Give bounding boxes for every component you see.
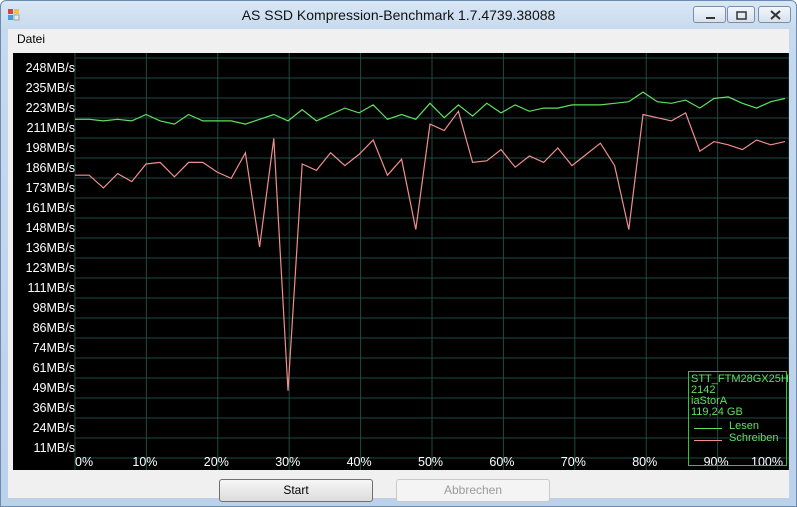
y-tick-label: 148MB/s (25, 221, 75, 235)
maximize-icon (736, 11, 747, 20)
x-tick-label: 40% (346, 455, 372, 469)
close-button[interactable] (758, 6, 791, 23)
window-title: AS SSD Kompression-Benchmark 1.7.4739.38… (241, 7, 556, 23)
x-tick-label: 10% (132, 455, 158, 469)
series-line-lesen (75, 91, 786, 125)
y-tick-label: 161MB/s (25, 201, 75, 215)
y-tick-label: 123MB/s (25, 261, 75, 275)
legend-lesen-label: Lesen (729, 420, 759, 432)
chart-plot (74, 53, 789, 470)
legend-box: STT_FTM28GX25H 2142 iaStorA 119,24 GB Le… (688, 371, 789, 466)
y-tick-label: 61MB/s (32, 361, 75, 375)
maximize-button[interactable] (727, 6, 755, 23)
x-tick-label: 20% (203, 455, 229, 469)
x-tick-label: 80% (632, 455, 658, 469)
menu-bar: Datei (8, 29, 789, 49)
legend-firmware: 2142 (691, 384, 716, 396)
minimize-button[interactable] (693, 6, 726, 23)
legend-driver: iaStorA (691, 395, 728, 407)
title-bar[interactable]: AS SSD Kompression-Benchmark 1.7.4739.38… (1, 1, 796, 29)
series-line-schreiben (75, 109, 786, 391)
legend-drive-model: STT_FTM28GX25H (691, 373, 789, 385)
y-tick-label: 49MB/s (32, 381, 75, 395)
x-tick-label: 0% (75, 455, 94, 469)
y-tick-label: 173MB/s (25, 181, 75, 195)
x-tick-label: 50% (418, 455, 444, 469)
y-tick-label: 86MB/s (32, 321, 75, 335)
y-tick-label: 136MB/s (25, 241, 75, 255)
legend-schreiben-label: Schreiben (729, 432, 779, 444)
y-tick-label: 98MB/s (32, 301, 75, 315)
y-tick-label: 36MB/s (32, 401, 75, 415)
y-tick-label: 11MB/s (33, 441, 75, 455)
y-tick-label: 223MB/s (25, 101, 75, 115)
y-tick-label: 24MB/s (32, 421, 75, 435)
app-icon (8, 9, 20, 21)
y-tick-label: 235MB/s (25, 81, 75, 95)
minimize-icon (706, 17, 715, 19)
y-tick-label: 186MB/s (25, 161, 75, 175)
y-tick-label: 211MB/s (26, 121, 75, 135)
y-tick-label: 111MB/s (27, 281, 75, 295)
y-tick-label: 198MB/s (25, 141, 75, 155)
abbrechen-button[interactable]: Abbrechen (396, 479, 550, 502)
y-tick-label: 248MB/s (25, 61, 75, 75)
legend-capacity: 119,24 GB (691, 406, 743, 418)
client-area: Datei 248MB/s 235MB/s 223MB/s 211MB/s 198MB/… (8, 29, 789, 502)
x-tick-label: 30% (275, 455, 301, 469)
x-tick-label: 60% (489, 455, 515, 469)
y-tick-label: 74MB/s (32, 341, 75, 355)
start-button[interactable]: Start (219, 479, 373, 502)
legend-lesen-swatch (694, 428, 722, 429)
close-icon (770, 10, 781, 20)
menu-item-datei[interactable]: Datei (17, 32, 46, 46)
x-tick-label: 70% (560, 455, 586, 469)
legend-schreiben-swatch (694, 440, 722, 441)
benchmark-chart: 248MB/s 235MB/s 223MB/s 211MB/s 198MB/s 186MB… (13, 53, 789, 470)
